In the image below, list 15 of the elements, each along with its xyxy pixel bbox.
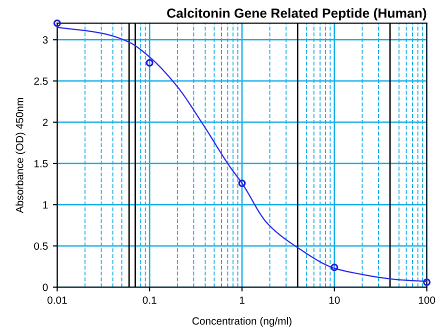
y-tick-label: 0.5 [34, 242, 48, 250]
y-tick-label: 3 [42, 36, 48, 44]
y-tick-label: 0 [42, 284, 48, 292]
chart-title: Calcitonin Gene Related Peptide (Human) [167, 8, 426, 20]
y-tick-label: 1 [43, 201, 48, 208]
x-tick-label: 100 [418, 296, 436, 304]
x-tick-label: 0.01 [47, 296, 67, 304]
x-axis-title: Concentration (ng/ml) [192, 317, 292, 327]
y-tick-label: 2.5 [34, 77, 48, 85]
x-tick-label: 0.1 [142, 296, 156, 304]
y-tick-label: 1.5 [34, 160, 48, 168]
y-axis-title: Absorbance (OD) 450nm [16, 98, 26, 214]
x-tick-label: 10 [329, 296, 340, 304]
y-tick-label: 2 [42, 118, 48, 126]
x-tick-label: 1 [240, 296, 244, 304]
